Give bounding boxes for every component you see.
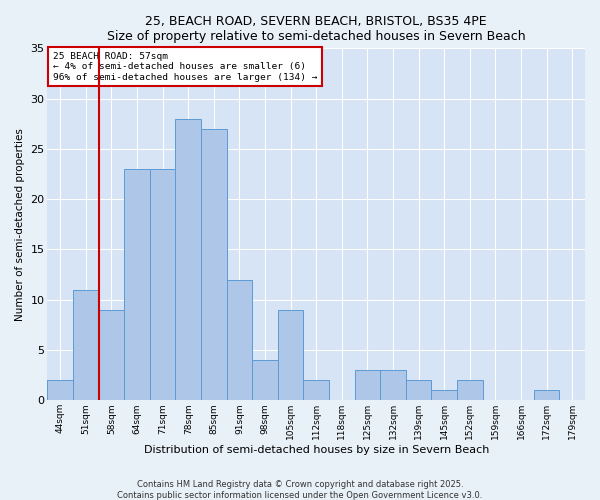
Bar [304, 380, 329, 400]
Bar [355, 370, 380, 400]
Bar [175, 118, 201, 400]
Title: 25, BEACH ROAD, SEVERN BEACH, BRISTOL, BS35 4PE
Size of property relative to sem: 25, BEACH ROAD, SEVERN BEACH, BRISTOL, B… [107, 15, 526, 43]
Text: Contains HM Land Registry data © Crown copyright and database right 2025.
Contai: Contains HM Land Registry data © Crown c… [118, 480, 482, 500]
Bar [124, 169, 150, 400]
Bar [457, 380, 482, 400]
Bar [534, 390, 559, 400]
Bar [278, 310, 304, 400]
Bar [252, 360, 278, 401]
Bar [47, 380, 73, 400]
Text: 25 BEACH ROAD: 57sqm
← 4% of semi-detached houses are smaller (6)
96% of semi-de: 25 BEACH ROAD: 57sqm ← 4% of semi-detach… [53, 52, 317, 82]
Bar [73, 290, 98, 401]
X-axis label: Distribution of semi-detached houses by size in Severn Beach: Distribution of semi-detached houses by … [143, 445, 489, 455]
Bar [201, 129, 227, 400]
Bar [150, 169, 175, 400]
Y-axis label: Number of semi-detached properties: Number of semi-detached properties [15, 128, 25, 321]
Bar [431, 390, 457, 400]
Bar [406, 380, 431, 400]
Bar [380, 370, 406, 400]
Bar [227, 280, 252, 400]
Bar [98, 310, 124, 400]
